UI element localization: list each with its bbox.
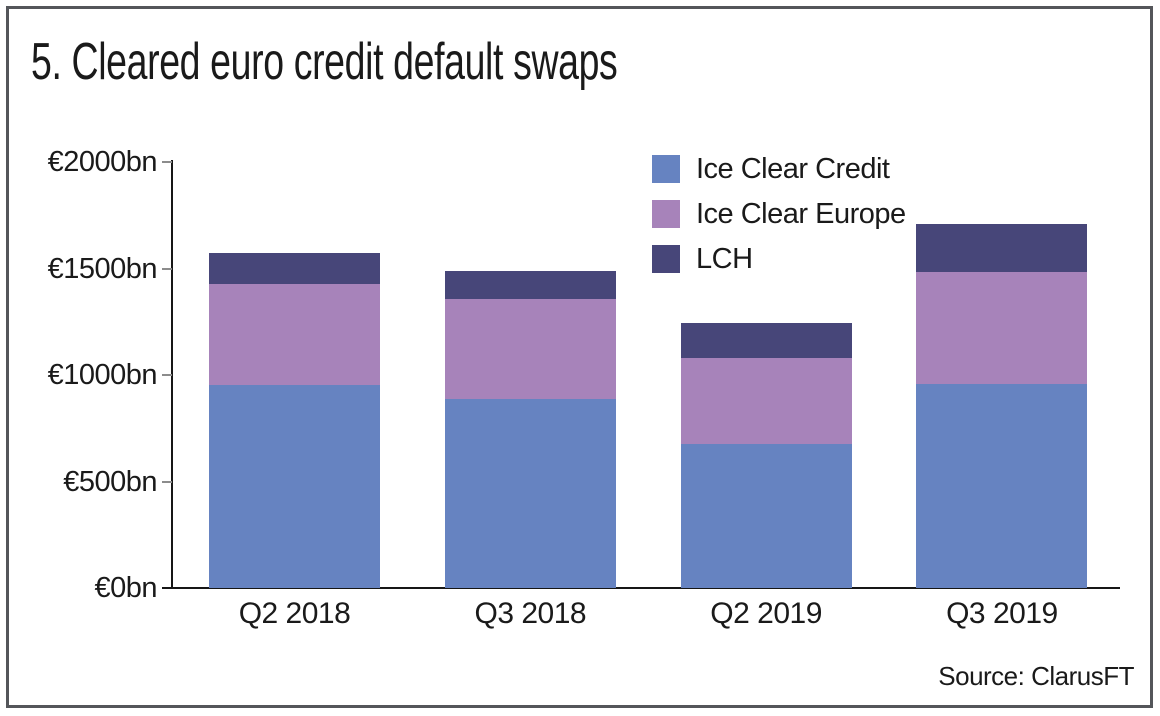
y-axis-tick-label: €1500bn bbox=[47, 252, 158, 285]
bar-segment-lch-q3-2018 bbox=[444, 270, 616, 300]
bar-segment-lch-q2-2018 bbox=[209, 252, 380, 285]
bar-segment-ice-clear-europe-q3-2019 bbox=[916, 271, 1088, 384]
y-axis-tick bbox=[162, 161, 172, 163]
bar-segment-ice-clear-europe-q2-2019 bbox=[680, 357, 852, 445]
bar-segment-lch-q2-2019 bbox=[680, 322, 852, 358]
bar-segment-ice-clear-credit-q3-2018 bbox=[444, 399, 616, 588]
y-axis-tick-label: €0bn bbox=[94, 572, 157, 604]
bar-segment-ice-clear-credit-q3-2019 bbox=[916, 383, 1088, 588]
legend-swatch-icon bbox=[652, 155, 680, 183]
x-axis-tick-label: Q3 2019 bbox=[946, 597, 1058, 630]
bar-segment-lch-q3-2019 bbox=[916, 223, 1088, 272]
legend-item-lch: LCH bbox=[652, 242, 906, 275]
y-axis-line bbox=[171, 160, 173, 588]
x-axis-tick-label: Q2 2018 bbox=[238, 597, 351, 630]
legend: Ice Clear Credit Ice Clear Europe LCH bbox=[652, 152, 906, 290]
bar-segment-ice-clear-credit-q2-2019 bbox=[680, 444, 852, 588]
legend-item-ice-clear-credit: Ice Clear Credit bbox=[652, 152, 906, 185]
source-label: Source: ClarusFT bbox=[938, 661, 1134, 691]
chart-title: 5. Cleared euro credit default swaps bbox=[31, 33, 618, 91]
bar-segment-ice-clear-europe-q3-2018 bbox=[444, 299, 616, 400]
legend-label: Ice Clear Credit bbox=[696, 152, 890, 185]
x-axis-tick-label: Q2 2019 bbox=[710, 597, 822, 630]
y-axis-tick-label: €500bn bbox=[63, 465, 157, 498]
y-axis-tick bbox=[162, 480, 172, 483]
bar-segment-ice-clear-credit-q2-2018 bbox=[209, 384, 380, 588]
legend-label: LCH bbox=[696, 242, 753, 275]
y-axis-tick bbox=[162, 267, 172, 270]
x-axis-tick-label: Q3 2018 bbox=[474, 597, 587, 630]
legend-item-ice-clear-europe: Ice Clear Europe bbox=[652, 197, 906, 230]
y-axis-tick bbox=[162, 374, 172, 376]
y-axis-tick-label: €1000bn bbox=[47, 359, 158, 391]
legend-swatch-icon bbox=[652, 245, 680, 273]
bar-segment-ice-clear-europe-q2-2018 bbox=[209, 284, 380, 385]
x-axis-line bbox=[162, 587, 1120, 589]
y-axis-tick-label: €2000bn bbox=[47, 146, 158, 178]
legend-label: Ice Clear Europe bbox=[696, 197, 906, 230]
legend-swatch-icon bbox=[652, 200, 680, 228]
